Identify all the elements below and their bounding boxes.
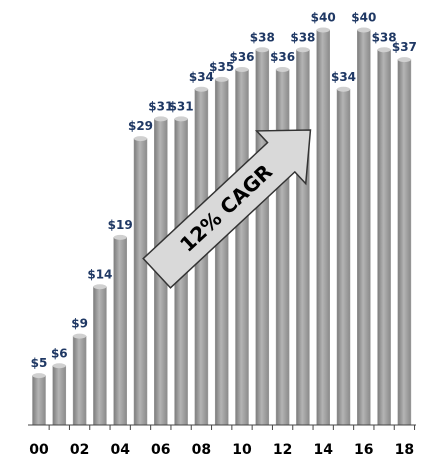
bar-top <box>73 333 87 339</box>
value-label: $34 <box>189 70 214 84</box>
bar-top <box>32 373 46 379</box>
bars <box>32 27 412 426</box>
x-tick-label: 12 <box>273 442 292 458</box>
bar-top <box>52 363 66 369</box>
value-label: $40 <box>311 11 336 25</box>
value-label: $19 <box>108 218 133 232</box>
value-label: $38 <box>372 30 397 44</box>
value-label: $38 <box>290 30 315 44</box>
value-label: $31 <box>148 99 173 113</box>
bar <box>32 375 46 426</box>
bar-top <box>397 57 411 63</box>
bar-top <box>276 67 290 72</box>
bar <box>316 29 330 426</box>
bar <box>377 49 391 426</box>
bar <box>397 59 412 426</box>
value-label: $35 <box>209 60 234 74</box>
value-label: $5 <box>31 356 48 370</box>
value-label: $29 <box>128 119 153 133</box>
bar-top <box>357 27 371 33</box>
bar <box>357 29 371 426</box>
bar-top <box>194 86 208 92</box>
bar-top <box>235 67 249 72</box>
value-label: $36 <box>270 50 295 64</box>
value-label: $14 <box>87 267 112 281</box>
bar <box>113 237 127 426</box>
bar-top <box>337 86 350 92</box>
bar-top <box>296 47 310 53</box>
value-label: $36 <box>229 50 254 64</box>
x-tick-label: 18 <box>395 442 414 458</box>
bar-top <box>316 27 330 33</box>
bar <box>72 335 87 426</box>
x-tick-label: 08 <box>192 442 211 458</box>
x-tick-label: 04 <box>110 442 130 458</box>
bar-top <box>255 47 269 53</box>
x-tick-label: 00 <box>29 442 49 458</box>
bar <box>214 79 229 426</box>
bar-top <box>134 136 147 142</box>
bar <box>133 138 148 426</box>
bar-top <box>377 47 391 53</box>
value-label: $37 <box>392 40 417 54</box>
x-tick-label: 02 <box>70 442 89 458</box>
x-tick-label: 16 <box>354 442 373 458</box>
x-tick-label: 10 <box>232 442 252 458</box>
bar-top <box>174 116 188 122</box>
value-label: $9 <box>71 317 88 331</box>
value-label: $38 <box>250 30 275 44</box>
bar <box>275 69 290 426</box>
bar <box>52 365 67 426</box>
bar-top <box>154 116 168 122</box>
bar <box>235 69 249 426</box>
bar-top <box>215 76 229 82</box>
bar <box>336 89 351 426</box>
x-tick-label: 06 <box>151 442 170 458</box>
bar <box>296 49 310 426</box>
bar <box>255 49 270 426</box>
bar-top <box>113 234 127 240</box>
bar-top <box>93 284 107 290</box>
labels: $500$6$902$14$1904$29$3106$31$3408$35$36… <box>29 11 417 459</box>
value-label: $34 <box>331 70 356 84</box>
value-label: $40 <box>351 11 376 25</box>
value-label: $31 <box>169 99 194 113</box>
value-label: $6 <box>51 346 68 360</box>
arrow-shape <box>142 129 312 289</box>
x-tick-label: 14 <box>313 442 333 458</box>
bar <box>93 286 107 426</box>
